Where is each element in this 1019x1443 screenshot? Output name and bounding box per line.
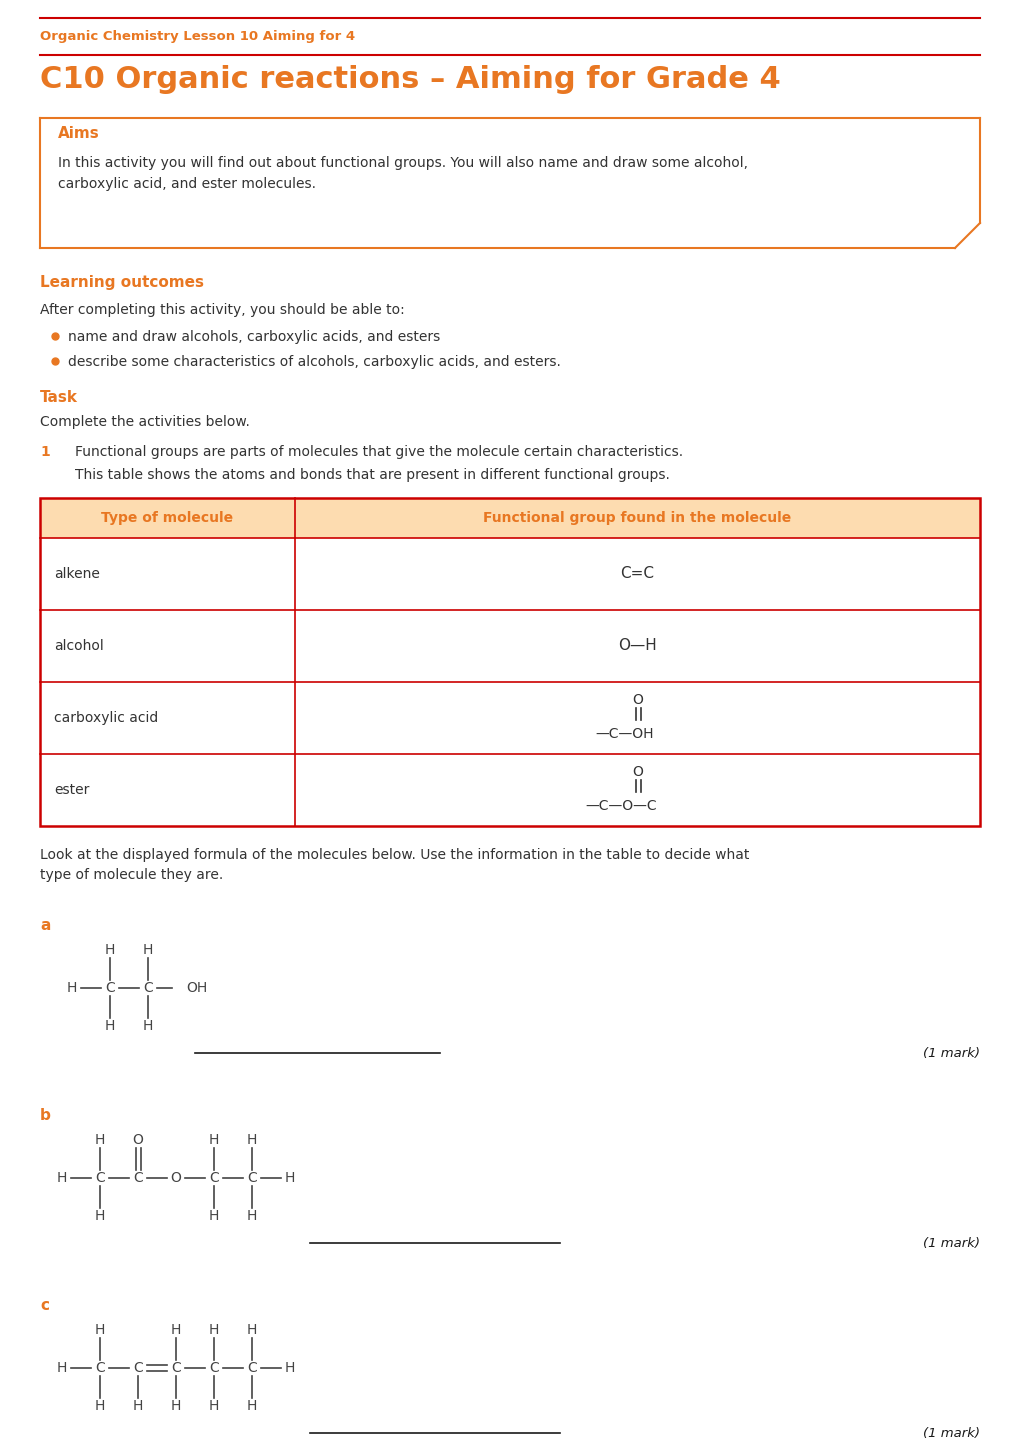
Text: Organic Chemistry Lesson 10 Aiming for 4: Organic Chemistry Lesson 10 Aiming for 4 xyxy=(40,30,355,43)
Text: Functional groups are parts of molecules that give the molecule certain characte: Functional groups are parts of molecules… xyxy=(75,444,683,459)
Text: C: C xyxy=(133,1361,143,1375)
Text: Complete the activities below.: Complete the activities below. xyxy=(40,416,250,429)
Text: Type of molecule: Type of molecule xyxy=(101,511,233,525)
Text: describe some characteristics of alcohols, carboxylic acids, and esters.: describe some characteristics of alcohol… xyxy=(68,355,560,369)
Text: (1 mark): (1 mark) xyxy=(922,1237,979,1250)
Text: C: C xyxy=(143,981,153,996)
Text: C: C xyxy=(209,1172,219,1185)
Text: H: H xyxy=(67,981,77,996)
Text: H: H xyxy=(132,1400,143,1413)
Text: O: O xyxy=(132,1133,144,1147)
Text: H: H xyxy=(247,1400,257,1413)
Text: H: H xyxy=(95,1323,105,1338)
Text: Functional group found in the molecule: Functional group found in the molecule xyxy=(483,511,791,525)
Text: H: H xyxy=(247,1209,257,1224)
Text: H: H xyxy=(247,1133,257,1147)
Text: H: H xyxy=(284,1361,294,1375)
Text: Look at the displayed formula of the molecules below. Use the information in the: Look at the displayed formula of the mol… xyxy=(40,848,749,882)
Text: O: O xyxy=(170,1172,181,1185)
Text: H: H xyxy=(95,1209,105,1224)
Bar xyxy=(40,498,979,538)
Text: name and draw alcohols, carboxylic acids, and esters: name and draw alcohols, carboxylic acids… xyxy=(68,330,440,343)
Text: —C—O—C: —C—O—C xyxy=(585,799,656,812)
Text: Aims: Aims xyxy=(58,126,100,141)
Text: C10 Organic reactions – Aiming for Grade 4: C10 Organic reactions – Aiming for Grade… xyxy=(40,65,780,94)
Text: After completing this activity, you should be able to:: After completing this activity, you shou… xyxy=(40,303,405,317)
Text: C: C xyxy=(209,1361,219,1375)
Text: OH: OH xyxy=(185,981,207,996)
Text: H: H xyxy=(209,1400,219,1413)
Text: C: C xyxy=(105,981,115,996)
Text: C=C: C=C xyxy=(620,567,654,582)
Text: O: O xyxy=(632,765,642,779)
Text: Learning outcomes: Learning outcomes xyxy=(40,276,204,290)
Text: H: H xyxy=(143,942,153,957)
Text: H: H xyxy=(170,1400,181,1413)
Text: C: C xyxy=(95,1361,105,1375)
Text: H: H xyxy=(57,1361,67,1375)
Text: H: H xyxy=(209,1323,219,1338)
Text: alkene: alkene xyxy=(54,567,100,582)
Text: C: C xyxy=(171,1361,180,1375)
Bar xyxy=(40,498,979,825)
Text: H: H xyxy=(57,1172,67,1185)
Text: This table shows the atoms and bonds that are present in different functional gr: This table shows the atoms and bonds tha… xyxy=(75,468,669,482)
Text: alcohol: alcohol xyxy=(54,639,104,654)
Text: C: C xyxy=(247,1172,257,1185)
Text: C: C xyxy=(95,1172,105,1185)
Text: c: c xyxy=(40,1299,49,1313)
Text: H: H xyxy=(170,1323,181,1338)
Text: (1 mark): (1 mark) xyxy=(922,1046,979,1059)
Text: H: H xyxy=(143,1019,153,1033)
Text: carboxylic acid: carboxylic acid xyxy=(54,711,158,724)
Text: C: C xyxy=(133,1172,143,1185)
Text: b: b xyxy=(40,1108,51,1123)
Text: H: H xyxy=(247,1323,257,1338)
Text: —C—OH: —C—OH xyxy=(595,727,653,742)
Text: H: H xyxy=(284,1172,294,1185)
Text: ester: ester xyxy=(54,784,90,797)
Text: H: H xyxy=(105,1019,115,1033)
Text: H: H xyxy=(95,1133,105,1147)
Text: In this activity you will find out about functional groups. You will also name a: In this activity you will find out about… xyxy=(58,156,747,190)
Text: H: H xyxy=(105,942,115,957)
Text: Task: Task xyxy=(40,390,77,405)
Text: C: C xyxy=(247,1361,257,1375)
Text: H: H xyxy=(95,1400,105,1413)
Text: (1 mark): (1 mark) xyxy=(922,1427,979,1440)
Text: a: a xyxy=(40,918,50,934)
Text: H: H xyxy=(209,1209,219,1224)
Text: O: O xyxy=(632,693,642,707)
Text: O—H: O—H xyxy=(618,638,656,654)
Text: H: H xyxy=(209,1133,219,1147)
Text: 1: 1 xyxy=(40,444,50,459)
